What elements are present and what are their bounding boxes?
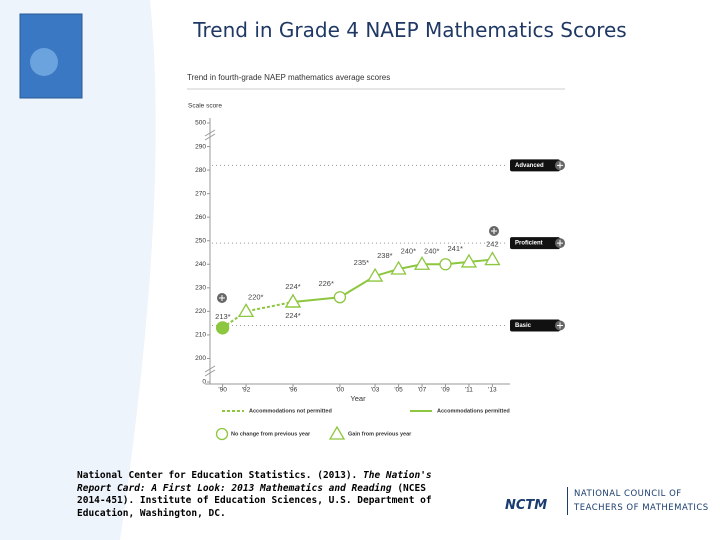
legend-label: Accommodations not permitted: [249, 408, 332, 414]
y-tick-label: 260: [195, 214, 206, 221]
plus-icon-cross: [557, 240, 563, 247]
logo-name: NATIONAL COUNCIL OF TEACHERS OF MATHEMAT…: [567, 487, 714, 515]
y-tick-label: 250: [195, 237, 206, 244]
plus-icon-cross: [557, 322, 563, 329]
value-label: 240*: [424, 246, 440, 255]
y-tick-label: 200: [195, 355, 206, 362]
marker-gain: [390, 260, 407, 275]
plus-icon: [555, 238, 565, 249]
legend-label: No change from previous year: [231, 431, 311, 437]
y-tick-label: 230: [195, 285, 206, 292]
y-axis-label: Scale score: [188, 103, 222, 110]
marker-gain: [413, 255, 431, 270]
marker-gain: [284, 293, 302, 308]
level-label: Basic: [515, 323, 532, 329]
marker-no-change: [439, 258, 452, 271]
axis-break: [204, 129, 216, 141]
value-label: 238*: [377, 251, 393, 260]
legend-gain-icon: [328, 425, 346, 440]
marker-gain: [366, 267, 384, 282]
thumbnail-art: [30, 48, 58, 76]
slide-title: Trend in Grade 4 NAEP Mathematics Scores: [193, 18, 627, 42]
x-tick-label: '11: [465, 387, 473, 394]
chart-title: Trend in fourth-grade NAEP mathematics a…: [187, 73, 390, 82]
citation-text: (NCES 2014-451). Institute of Education …: [77, 482, 432, 519]
x-tick-label: '13: [488, 387, 497, 394]
marker-no-change: [333, 291, 347, 304]
value-label: 242: [486, 240, 499, 249]
level-tag: [510, 237, 560, 250]
y-tick-label: 240: [195, 261, 206, 268]
x-axis-label: Year: [350, 394, 366, 403]
y-tick-label: 280: [195, 167, 206, 174]
y-tick-label: 0: [202, 379, 206, 386]
x-tick-label: '00: [336, 387, 345, 394]
level-label: Proficient: [515, 241, 543, 247]
x-tick-label: '96: [289, 387, 298, 394]
x-tick-label: '09: [441, 387, 450, 394]
level-tag: [510, 159, 560, 172]
plus-icon: [489, 226, 499, 236]
marker-gain: [237, 303, 255, 318]
legend-label: Accommodations permitted: [437, 408, 510, 414]
value-label: 226*: [318, 279, 334, 288]
y-tick-label: 270: [195, 190, 206, 197]
plus-icon: [217, 293, 227, 303]
y-tick-label: 210: [195, 332, 206, 339]
x-tick-label: '92: [242, 387, 251, 394]
x-tick-label: '05: [394, 387, 403, 394]
citation-text: National Center for Education Statistics…: [77, 470, 358, 481]
citation: National Center for Education Statistics…: [77, 470, 457, 520]
axis-break: [204, 365, 216, 377]
value-label: 220*: [248, 292, 264, 301]
y-tick-label: 290: [195, 143, 206, 150]
level-tag: [510, 319, 560, 332]
x-tick-label: '07: [418, 387, 427, 394]
value-label: 240*: [401, 246, 417, 255]
marker-gain: [484, 251, 501, 266]
value-label: 224*: [285, 282, 301, 291]
x-tick-label: '90: [218, 387, 227, 394]
value-label: 241*: [448, 244, 464, 253]
legend-label: Gain from previous year: [348, 431, 412, 437]
background-swirl: [0, 0, 156, 540]
y-tick-label: 220: [195, 308, 206, 315]
y-tick-label: 500: [195, 120, 206, 127]
level-label: Advanced: [515, 163, 544, 169]
marker-gain: [460, 253, 478, 268]
x-tick-label: '03: [371, 387, 380, 394]
legend-no-change-icon: [215, 427, 229, 441]
marker-start: [215, 321, 230, 335]
logo-mark: NCTM: [505, 498, 548, 513]
plus-icon: [555, 320, 565, 331]
plus-icon-cross: [557, 162, 563, 169]
value-label: 235*: [354, 258, 370, 267]
value-label: 213*: [215, 312, 231, 321]
citation-title: The Nation's Report Card: A First Look: …: [77, 470, 432, 494]
value-label: 224*: [285, 311, 301, 320]
plus-icon: [555, 160, 565, 171]
series-line: [222, 300, 294, 329]
